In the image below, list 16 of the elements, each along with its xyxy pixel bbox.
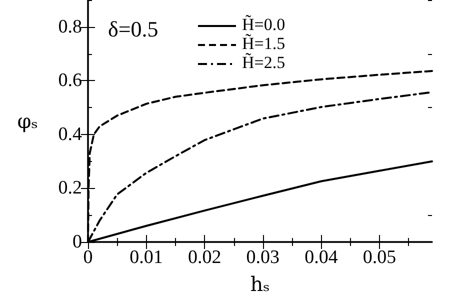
x-tick-label: 0.04 — [304, 247, 338, 268]
x-tick-label: 0.01 — [130, 247, 163, 268]
y-tick-label: 0.4 — [58, 124, 82, 145]
y-tick-label: 0.8 — [58, 16, 82, 38]
annotation: δ=0.5 — [108, 16, 158, 42]
y-tick-label: 0.2 — [58, 178, 82, 199]
y-tick-label: 0.6 — [58, 70, 82, 92]
legend-label: H̃=1.5 — [242, 34, 286, 53]
x-axis-title: hₛ — [250, 272, 270, 296]
y-tick-label: 0 — [72, 232, 82, 252]
legend-label: H̃=0.0 — [242, 14, 286, 34]
x-tick-label: 0.05 — [362, 247, 396, 268]
x-tick-label: 0.02 — [188, 247, 222, 268]
legend-label: H̃=2.5 — [242, 52, 286, 72]
x-tick-label: 0.03 — [246, 247, 280, 268]
y-axis-title: φₛ — [17, 109, 38, 133]
